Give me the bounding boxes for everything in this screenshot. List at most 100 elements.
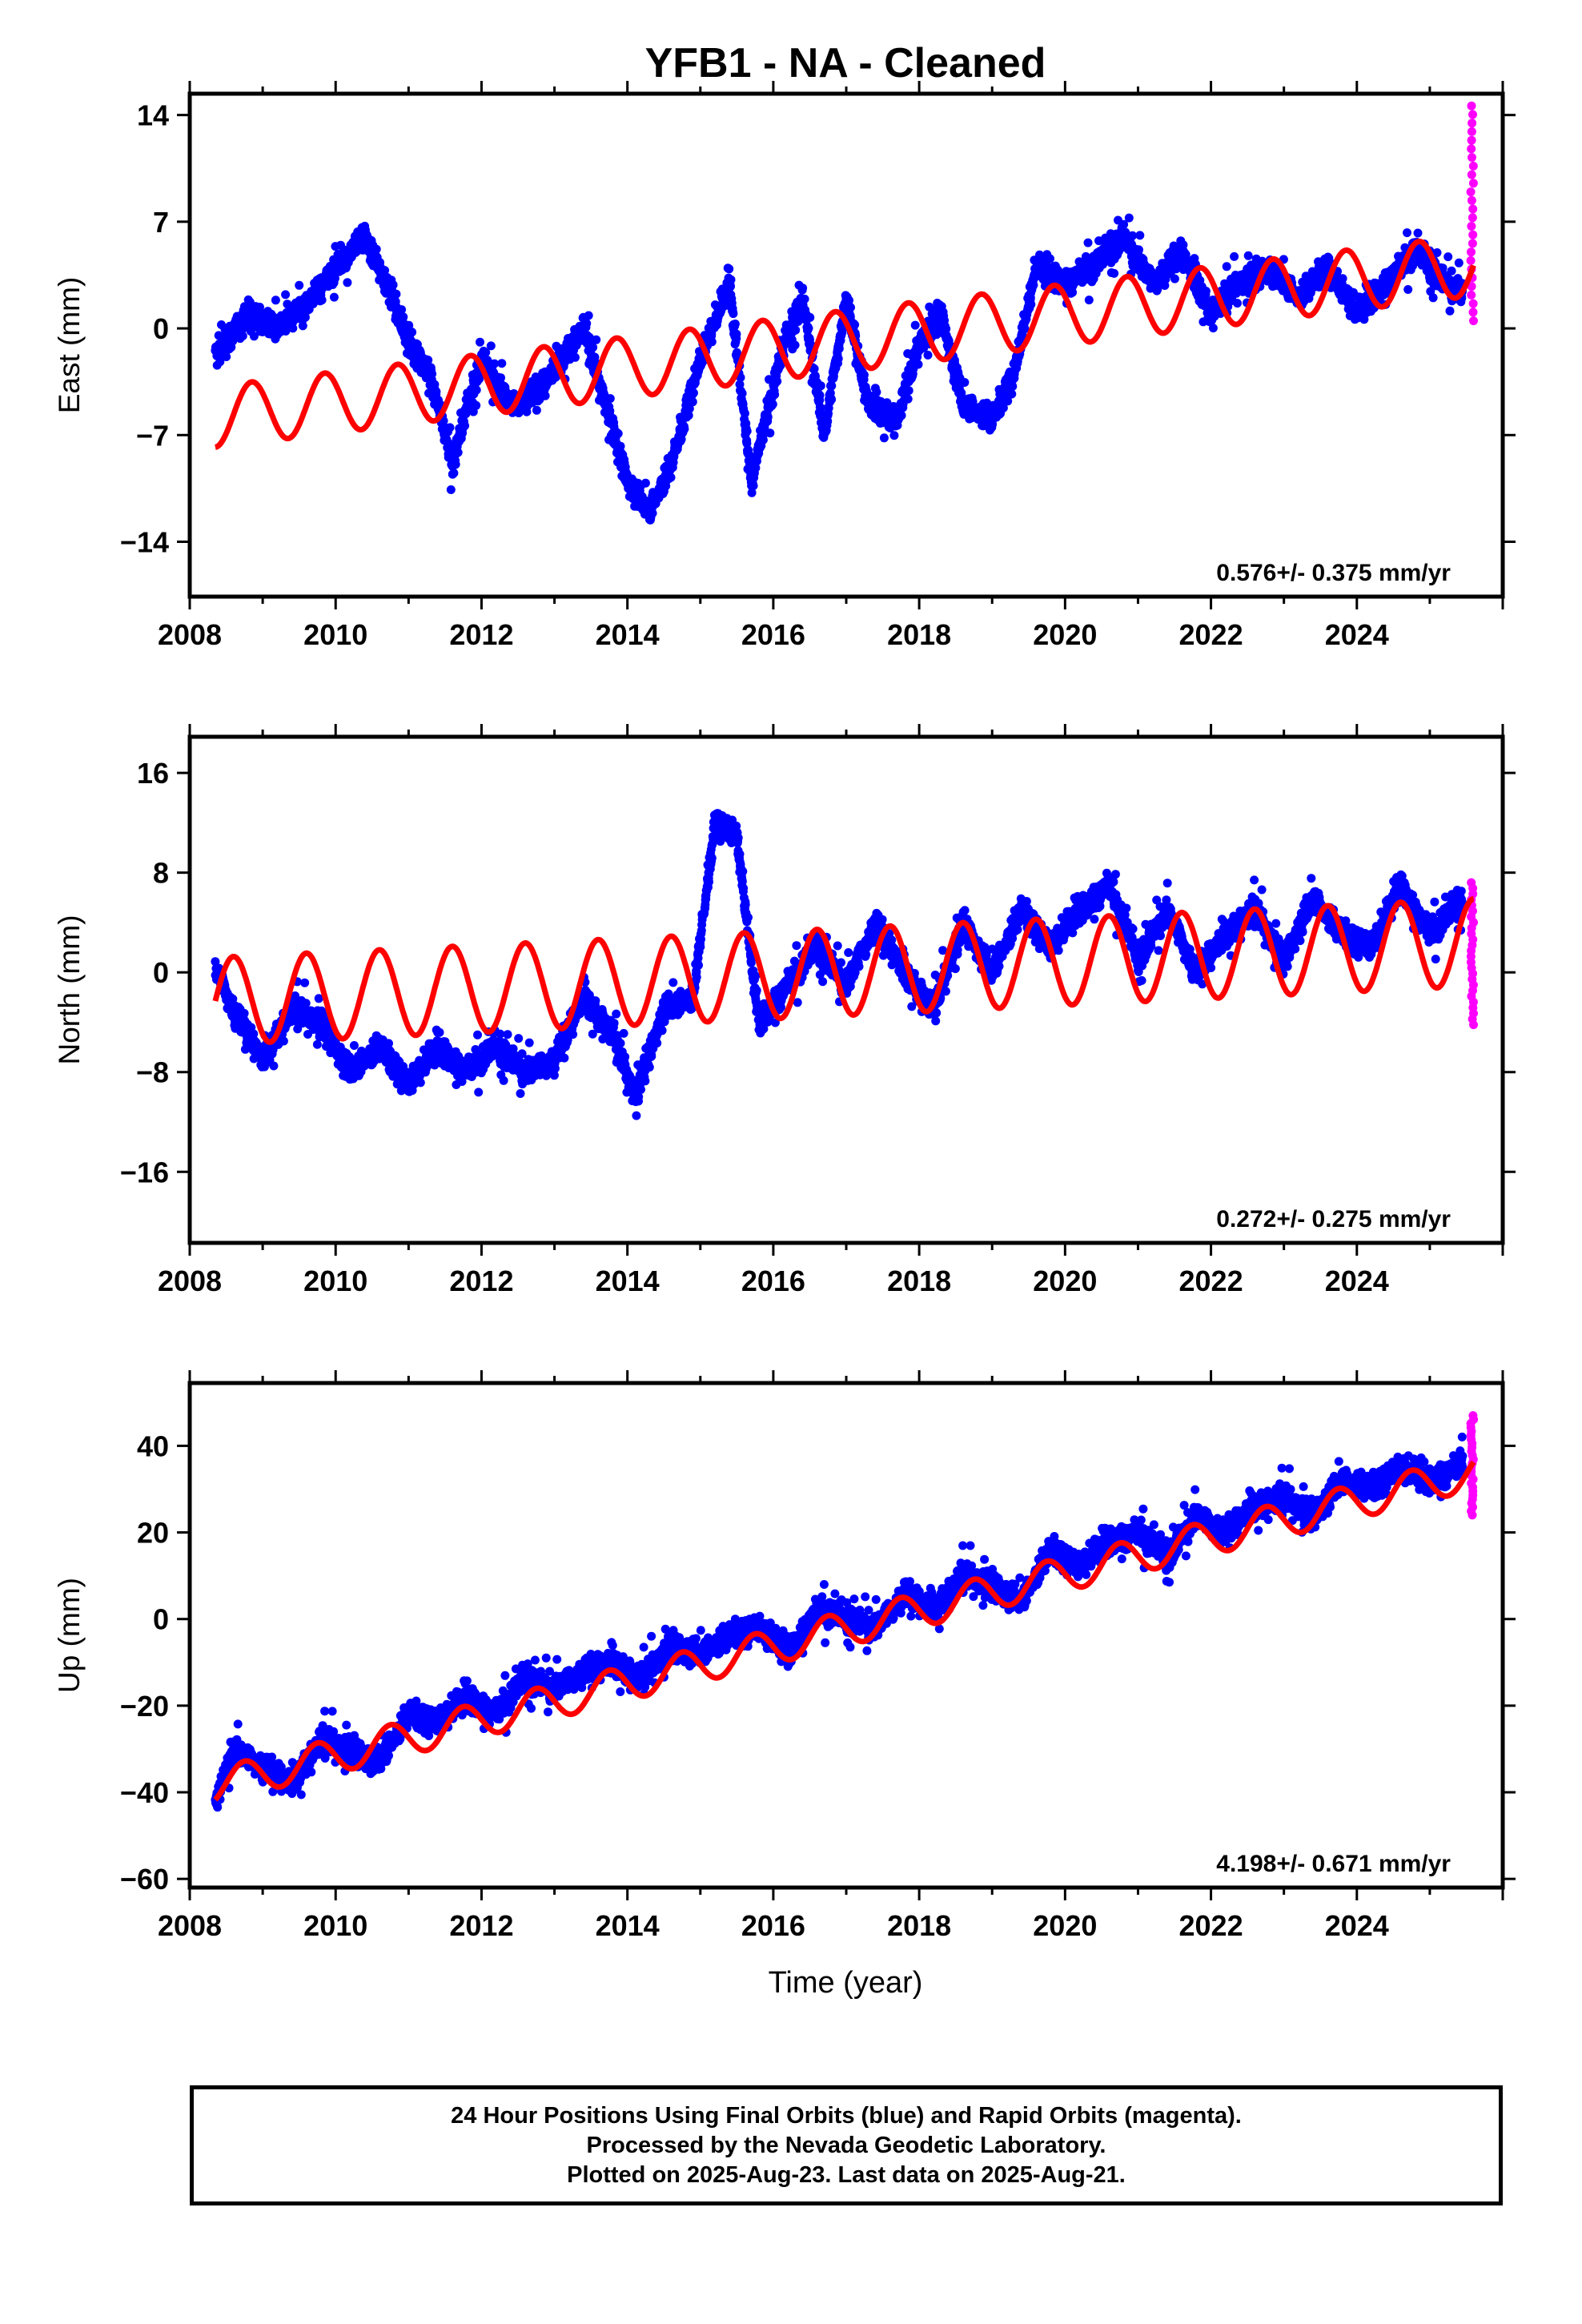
final-point [1413, 228, 1423, 238]
final-point [879, 433, 889, 443]
final-point [228, 336, 238, 346]
final-point [238, 332, 247, 340]
final-point [281, 290, 291, 300]
final-point [942, 324, 951, 334]
final-point [1230, 251, 1239, 261]
rapid-point [1468, 213, 1477, 223]
final-point [582, 319, 592, 328]
rapid-point [1466, 255, 1476, 265]
final-point [904, 386, 913, 396]
final-point [388, 280, 398, 290]
final-point [391, 289, 401, 299]
final-point [751, 463, 761, 472]
final-point [397, 305, 407, 315]
final-point [1046, 254, 1054, 263]
final-point [732, 329, 741, 339]
final-point [1432, 248, 1442, 257]
final-point [1338, 274, 1347, 283]
final-point [1222, 262, 1231, 271]
final-point [845, 296, 853, 305]
final-point [725, 264, 734, 274]
final-point [424, 356, 433, 365]
rapid-point [1467, 144, 1476, 154]
final-point [588, 343, 598, 352]
final-point [1128, 231, 1138, 240]
final-point [846, 303, 855, 312]
final-point [998, 403, 1008, 412]
final-point [486, 341, 496, 351]
final-point [685, 404, 694, 413]
final-point [827, 381, 837, 391]
rapid-point [1469, 316, 1478, 326]
final-point [737, 388, 747, 398]
final-point [490, 359, 500, 368]
final-point [343, 278, 352, 287]
final-point [648, 509, 657, 518]
final-point [872, 388, 881, 397]
final-point [371, 244, 381, 254]
final-point [497, 359, 507, 368]
final-point [1007, 389, 1017, 399]
rapid-point [1467, 195, 1476, 205]
rapid-point [1467, 247, 1476, 257]
rapid-point [1468, 308, 1478, 317]
final-point [742, 426, 752, 436]
final-point [800, 294, 809, 304]
final-point [1026, 300, 1036, 309]
final-point [1083, 238, 1093, 247]
final-point [763, 412, 773, 422]
rapid-point [1467, 222, 1476, 231]
final-point [288, 324, 298, 333]
final-point [476, 337, 484, 347]
final-point [1445, 306, 1455, 316]
final-point [1359, 315, 1369, 324]
final-point [1178, 240, 1188, 250]
final-point [1243, 251, 1253, 260]
final-point [613, 428, 623, 438]
final-point [815, 391, 825, 400]
final-point [1084, 296, 1094, 305]
rapid-point [1466, 187, 1476, 197]
final-point [707, 337, 717, 347]
final-point [726, 281, 735, 291]
final-point [798, 283, 808, 293]
final-point [1438, 263, 1447, 273]
final-point [605, 394, 615, 404]
final-point [833, 354, 843, 364]
final-point [768, 400, 777, 409]
final-point [300, 312, 310, 322]
final-point [605, 406, 615, 416]
final-point [1124, 213, 1134, 223]
final-point [666, 472, 676, 482]
final-point [850, 320, 860, 329]
final-point [640, 478, 650, 488]
final-point [1403, 285, 1413, 294]
final-point [317, 296, 327, 305]
final-point [380, 266, 390, 275]
final-point [773, 376, 782, 386]
final-point [770, 390, 780, 400]
final-point [1119, 219, 1129, 229]
final-point [736, 372, 745, 382]
final-point [677, 435, 686, 444]
final-point [330, 274, 339, 283]
rapid-point [1468, 230, 1478, 239]
final-point [1110, 268, 1119, 278]
final-point [838, 324, 848, 334]
final-point [295, 280, 304, 290]
final-point [428, 369, 437, 379]
final-point [1443, 252, 1453, 262]
final-point [298, 321, 307, 331]
final-point [408, 328, 417, 337]
final-point [1134, 245, 1143, 255]
final-point [726, 275, 736, 284]
final-point [960, 378, 970, 387]
final-point [804, 324, 813, 333]
final-point [1208, 324, 1218, 333]
final-point [903, 394, 913, 404]
final-orbit-points [211, 213, 1468, 525]
final-point [859, 370, 869, 380]
final-point [475, 374, 484, 384]
final-point [889, 431, 899, 440]
